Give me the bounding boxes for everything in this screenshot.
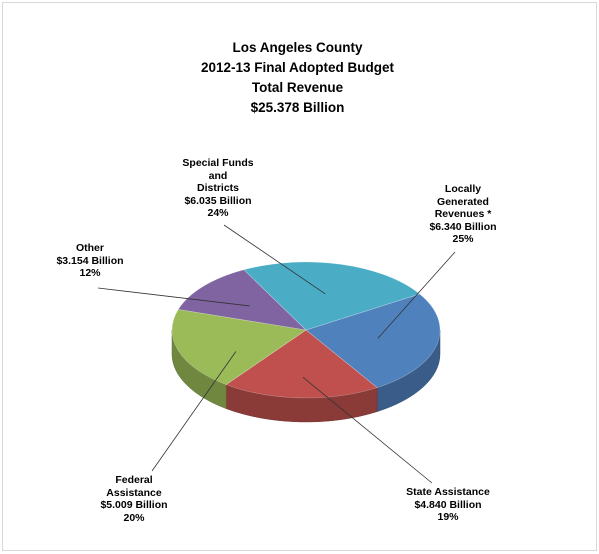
pie-slice-locally-generated-revenues [305,293,441,388]
slice-label-state-assistance: State Assistance $4.840 Billion 19% [406,486,490,523]
leader-line-state-assistance [302,377,433,484]
leader-lines [97,224,456,484]
slice-label-locally-generated: Locally Generated Revenues * $6.340 Bill… [429,183,497,245]
leader-line-locally-generated-revenues [377,251,456,339]
slice-label-federal-assistance: Federal Assistance $5.009 Billion 20% [100,474,168,524]
title-line-1: Los Angeles County [232,40,363,55]
leader-line-other [97,287,250,307]
pie-slice-federal-assistance [171,309,307,385]
chart-title: Los Angeles County 2012-13 Final Adopted… [0,38,595,118]
pie-slice-special-funds-and-districts [243,261,421,331]
leader-line-federal-assistance [151,351,237,472]
title-line-3: Total Revenue [251,80,344,95]
slice-label-special-funds: Special Funds and Districts $6.035 Billi… [182,157,254,219]
slice-label-other: Other $3.154 Billion 12% [56,242,124,279]
pie-slice-state-assistance [225,329,378,399]
pie-slices [171,261,441,399]
title-line-2: 2012-13 Final Adopted Budget [200,60,395,75]
leader-line-special-funds-and-districts [223,224,326,295]
title-line-4: $25.378 Billion [250,100,345,115]
pie-slice-other [177,269,307,331]
